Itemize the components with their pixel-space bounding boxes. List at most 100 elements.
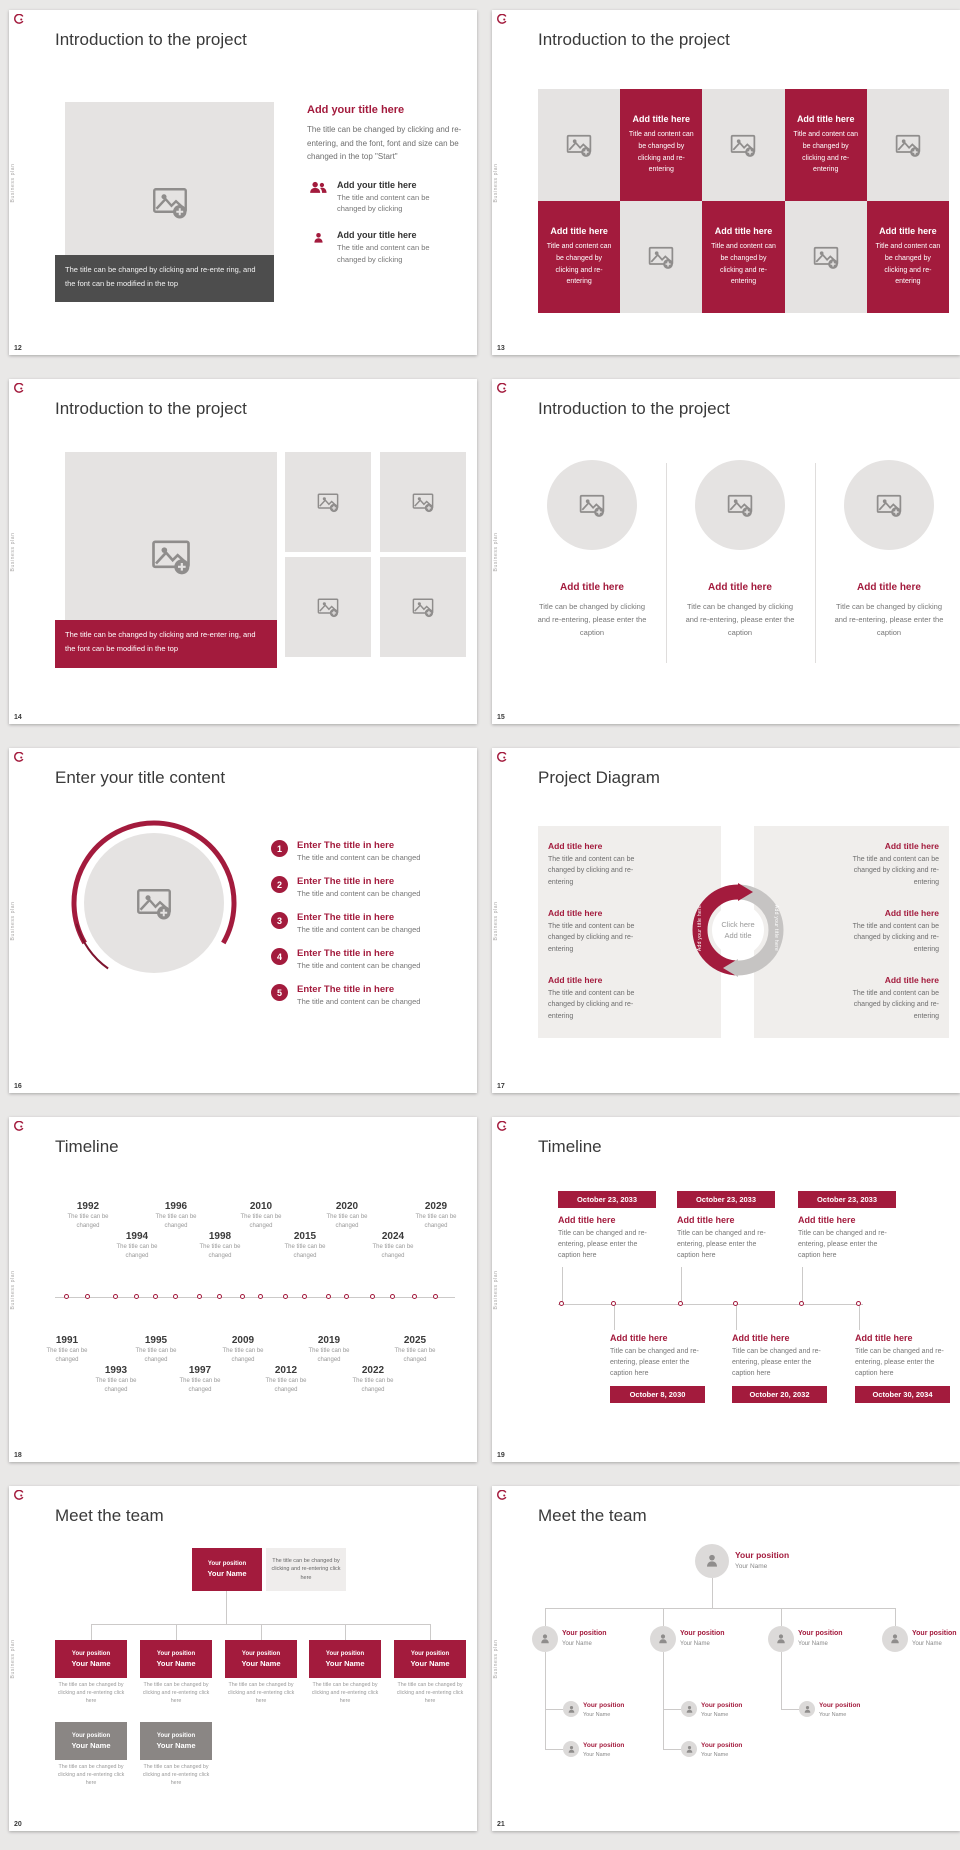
entry-title: Add title here [610, 1333, 668, 1343]
image-placeholder[interactable] [285, 557, 371, 657]
slide-20[interactable]: Business plan Meet the team Your positio… [9, 1486, 477, 1831]
picture-placeholder-icon [412, 596, 434, 618]
avatar[interactable] [563, 1701, 579, 1717]
sidebar-vertical-label: Business plan [493, 901, 499, 940]
avatar[interactable] [799, 1701, 815, 1717]
sidebar-vertical-label: Business plan [493, 163, 499, 202]
slide-14[interactable]: Business plan Introduction to the projec… [9, 379, 477, 724]
timeline-entry: 1991 The title can be changed [45, 1335, 89, 1364]
diagram-center-text[interactable]: Click here Add title [708, 919, 768, 942]
divider-line [666, 463, 667, 663]
list-item: Add your title here The title and conten… [307, 180, 469, 215]
avatar[interactable] [563, 1741, 579, 1757]
cell-title: Add title here [796, 113, 855, 124]
slide-21[interactable]: Business plan Meet the team Your positio… [492, 1486, 960, 1831]
picture-placeholder-icon [730, 132, 756, 158]
connector-line [345, 1624, 346, 1640]
avatar[interactable] [695, 1544, 729, 1578]
item-title: Enter The title in here [297, 912, 395, 923]
arc-label: Add your title here [773, 904, 779, 952]
image-placeholder[interactable] [380, 557, 466, 657]
member-name: Your Name [156, 1658, 196, 1668]
image-placeholder[interactable] [866, 89, 949, 201]
avatar[interactable] [532, 1626, 558, 1652]
connector-line [226, 1591, 227, 1624]
slide-title: Timeline [538, 1137, 602, 1156]
member-name: Your Name [819, 1712, 847, 1718]
avatar[interactable] [882, 1626, 908, 1652]
member-name: Your Name [156, 1740, 196, 1750]
person-icon [685, 1745, 694, 1754]
image-placeholder[interactable] [784, 201, 867, 313]
image-placeholder[interactable] [380, 452, 466, 552]
timeline-entry: 2020 The title can be changed [325, 1201, 369, 1230]
image-placeholder[interactable] [285, 452, 371, 552]
cell-title: Add title here [714, 225, 773, 236]
org-node[interactable]: Your position Your Name [55, 1640, 127, 1678]
timeline-caption: The title can be changed [116, 1244, 158, 1259]
member-position: Your position [325, 1650, 365, 1657]
image-placeholder[interactable] [695, 460, 785, 550]
timeline-node [217, 1294, 222, 1299]
column-title: Add title here [857, 582, 921, 593]
cell-title: Add title here [632, 113, 691, 124]
entry-body: Title can be changed and re-entering, pl… [558, 1230, 647, 1260]
image-placeholder[interactable] [620, 201, 703, 313]
org-node[interactable]: Your position Your Name [140, 1722, 212, 1760]
image-placeholder[interactable] [84, 833, 224, 973]
text-cell: Add title here Title and content can be … [702, 201, 785, 313]
connector-line [261, 1624, 262, 1640]
org-node[interactable]: Your position Your Name [140, 1640, 212, 1678]
image-placeholder[interactable] [844, 460, 934, 550]
arc-label: Add your title here [697, 904, 703, 952]
timeline-entry: 1995 The title can be changed [134, 1335, 178, 1364]
timeline-entry: October 23, 2033 Add title here Title ca… [558, 1191, 658, 1262]
timeline-entry: 2019 The title can be changed [307, 1335, 351, 1364]
text-cell: Add title here Title and content can be … [784, 89, 867, 201]
timeline-axis [55, 1297, 455, 1298]
org-node-root[interactable]: Your position Your Name [192, 1548, 262, 1591]
org-node[interactable]: Your position Your Name [55, 1722, 127, 1760]
slide-15[interactable]: Business plan Introduction to the projec… [492, 379, 960, 724]
slide-12[interactable]: Business plan Introduction to the projec… [9, 10, 477, 355]
slide-17[interactable]: Business plan Project Diagram Add title … [492, 748, 960, 1093]
image-placeholder[interactable] [538, 89, 621, 201]
connector-line [802, 1267, 803, 1304]
timeline-year: 2020 [335, 1201, 359, 1212]
timeline-entry: Add title here Title can be changed and … [610, 1333, 710, 1403]
slide-16[interactable]: Business plan Enter your title content 1… [9, 748, 477, 1093]
avatar[interactable] [681, 1701, 697, 1717]
connector-line [663, 1709, 681, 1710]
numbered-item: 3 Enter The title in here The title and … [271, 912, 471, 934]
cell-body: Title and content can be changed by clic… [793, 130, 859, 174]
image-placeholder[interactable] [547, 460, 637, 550]
page-number: 16 [14, 1083, 22, 1090]
connector-line [545, 1709, 563, 1710]
diagram-entry: Add title here The title and content can… [548, 975, 653, 1022]
org-node[interactable]: Your position Your Name [309, 1640, 381, 1678]
entry-body: The title and content can be changed by … [852, 856, 939, 886]
timeline-node [856, 1301, 861, 1306]
connector-line [859, 1304, 860, 1330]
slide-13[interactable]: Business plan Introduction to the projec… [492, 10, 960, 355]
entry-title: Add title here [884, 975, 939, 985]
image-placeholder[interactable] [702, 89, 785, 201]
section-body: The title can be changed by clicking and… [307, 125, 462, 162]
member-name: Your Name [71, 1658, 111, 1668]
entry-body: Title can be changed and re-entering, pl… [732, 1348, 821, 1378]
picture-placeholder-icon [895, 132, 921, 158]
slide-19[interactable]: Business plan Timeline October 23, 2033 … [492, 1117, 960, 1462]
connector-line [781, 1709, 799, 1710]
org-node[interactable]: Your position Your Name [394, 1640, 466, 1678]
timeline-year: 1997 [188, 1365, 212, 1376]
slide-title: Enter your title content [55, 768, 226, 787]
org-node[interactable]: Your position Your Name [225, 1640, 297, 1678]
slide-18[interactable]: Business plan Timeline 1992 The title can… [9, 1117, 477, 1462]
avatar[interactable] [681, 1741, 697, 1757]
avatar[interactable] [768, 1626, 794, 1652]
picture-placeholder-icon [152, 184, 188, 220]
item-body: The title and content can be changed by … [337, 192, 430, 214]
timeline-caption: The title can be changed [222, 1348, 264, 1363]
avatar[interactable] [650, 1626, 676, 1652]
page-number: 14 [14, 714, 22, 721]
